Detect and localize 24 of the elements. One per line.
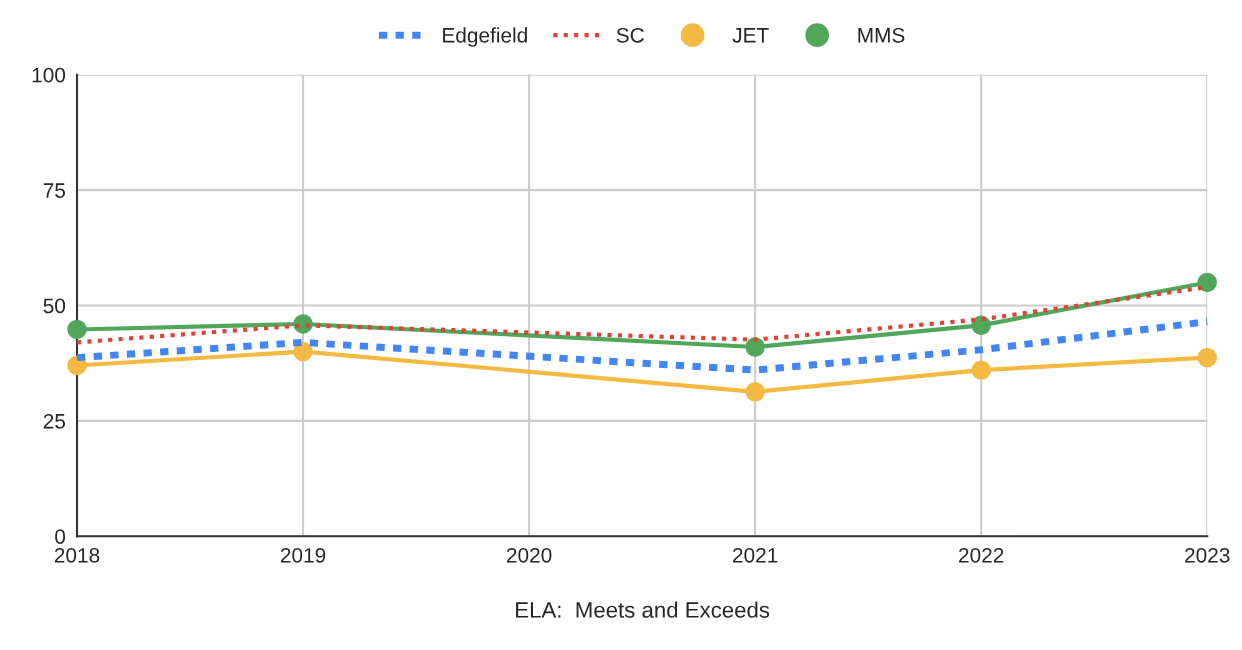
x-tick-label: 2022 [959, 547, 1004, 563]
point [1197, 347, 1217, 368]
x-tick-label: 2018 [54, 547, 100, 563]
y-tick-label: 25 [43, 413, 66, 429]
point [971, 360, 991, 380]
point [67, 319, 87, 340]
y-tick-label: 50 [43, 298, 66, 314]
point [971, 315, 991, 336]
y-tick-label: 100 [32, 67, 66, 83]
x-axis-title: ELA: Meets and Exceeds [516, 601, 770, 618]
legend-label: SC [616, 27, 644, 43]
legend-label: MMS [858, 27, 905, 43]
point [293, 341, 313, 362]
x-tick-label: 2021 [733, 547, 778, 563]
x-tick-label: 2019 [280, 547, 326, 563]
x-tick-label: 2023 [1185, 547, 1230, 563]
x-tick-label: 2020 [506, 547, 552, 563]
legend-label: JET [732, 28, 769, 43]
point [1197, 272, 1217, 293]
y-tick-label: 0 [55, 529, 66, 544]
point [745, 382, 765, 402]
legend-label: Edgefield [443, 27, 527, 47]
point [745, 337, 765, 357]
y-tick-label: 75 [43, 183, 66, 198]
